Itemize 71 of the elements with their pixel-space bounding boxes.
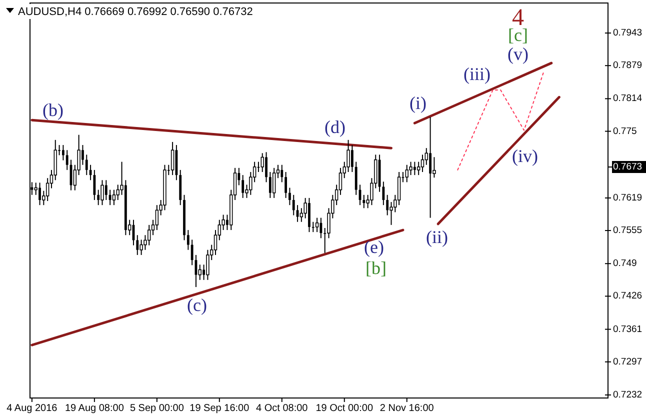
candlestick [312, 221, 314, 233]
y-tick-label: 0.7232 [613, 389, 642, 400]
candlestick [116, 184, 120, 200]
candlestick [350, 144, 354, 172]
candlestick [284, 171, 288, 198]
candlestick [429, 116, 432, 218]
candlestick [354, 161, 358, 196]
y-tick-label: 0.7943 [613, 28, 642, 39]
candlestick [413, 161, 416, 176]
candlestick [405, 164, 408, 183]
candlestick [206, 249, 210, 280]
candlestick [292, 194, 295, 216]
candlestick [198, 264, 202, 280]
candlestick [382, 181, 385, 206]
annotation: (iv) [512, 146, 538, 166]
candlestick [416, 161, 420, 176]
candlestick [112, 189, 116, 206]
x-tick-label: 19 Aug 08:00 [64, 403, 124, 414]
candlestick [170, 141, 174, 176]
text: 0.7673 [613, 162, 642, 172]
candlestick [397, 171, 401, 206]
x-tick-label: 2 Nov 16:00 [380, 403, 434, 414]
candlestick [288, 187, 291, 206]
y-tick-label: 0.7619 [613, 192, 642, 204]
x-tick-label: 4 Oct 08:00 [256, 403, 308, 414]
y-tick-label: 0.775 [613, 126, 637, 137]
annotation: (d) [324, 117, 346, 137]
annotation: (b) [42, 100, 64, 120]
annotation: (v) [508, 44, 528, 64]
y-tick-label: 0.7814 [613, 93, 642, 104]
candlestick [242, 174, 244, 198]
chart-title: AUDUSD,H4 0.76669 0.76992 0.76590 0.76732 [18, 6, 253, 18]
x-tick-label: 5 Sep 00:00 [130, 403, 184, 414]
candlestick [265, 152, 268, 183]
x-tick-label: 4 Aug 2016 [6, 403, 58, 414]
annotation: (i) [410, 93, 426, 113]
y-tick-label: 0.7361 [613, 324, 642, 335]
candlestick [85, 154, 88, 176]
y-tick-label: 0.749 [613, 258, 637, 270]
candlestick [108, 189, 112, 206]
candlestick [140, 239, 143, 256]
y-tick-label: 0.7879 [613, 60, 642, 72]
candlestick [190, 239, 194, 266]
x-tick-label: 19 Sep 16:00 [190, 403, 250, 414]
candlestick [268, 171, 272, 198]
candlestick [280, 164, 284, 183]
candlestick [362, 194, 366, 209]
candlestick [66, 150, 68, 170]
candlestick [136, 234, 139, 256]
x-tick-label: 19 Oct 00:00 [316, 403, 374, 414]
candlestick [104, 180, 108, 200]
y-tick-label: 0.7426 [613, 290, 642, 302]
candlestick [62, 144, 64, 161]
candlestick [97, 189, 100, 206]
candlestick [420, 154, 424, 172]
candlestick [315, 217, 319, 233]
candlestick [186, 230, 190, 250]
candlestick [386, 194, 389, 216]
annotation: (c) [187, 295, 207, 315]
candlestick [155, 204, 159, 231]
annotation: [b] [366, 258, 386, 278]
candlestick [100, 180, 104, 206]
annotation: (e) [364, 237, 384, 257]
candlestick [148, 224, 151, 246]
annotation: (iii) [464, 64, 490, 84]
y-tick-label: 0.7555 [613, 225, 642, 236]
candlestick [272, 167, 276, 198]
candlestick [46, 178, 50, 202]
y-tick-label: 0.7297 [613, 356, 642, 368]
annotation: (ii) [426, 227, 448, 247]
candlestick [93, 169, 96, 200]
